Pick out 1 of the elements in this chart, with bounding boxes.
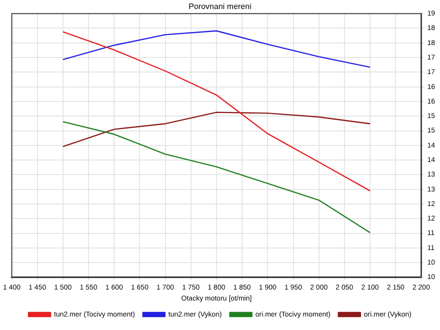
chart-title: Porovnani mereni (188, 2, 252, 12)
